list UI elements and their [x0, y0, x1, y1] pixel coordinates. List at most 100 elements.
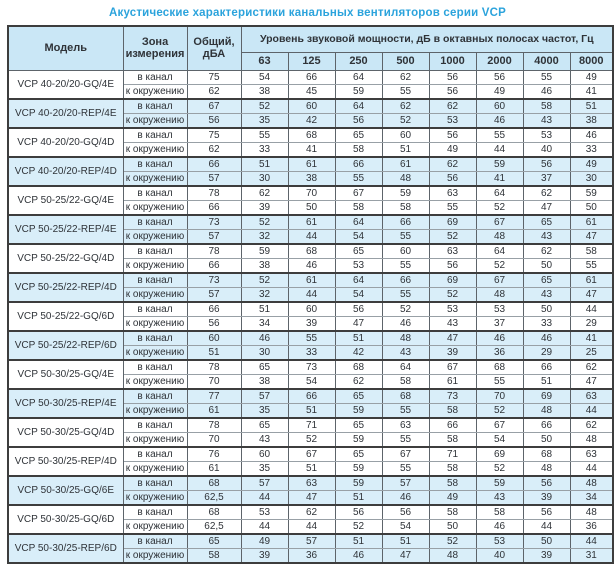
spl-value: 58 [381, 373, 430, 389]
model-name: VCP 50-25/22-REP/4E [7, 213, 124, 244]
spl-value: 55 [334, 170, 383, 186]
spl-value: 47 [522, 199, 571, 215]
spl-value: 64 [334, 271, 383, 288]
spl-value: 36 [569, 518, 614, 534]
spl-value: 63 [569, 445, 614, 462]
spl-value: 54 [475, 431, 524, 447]
spl-value: 48 [381, 329, 430, 346]
spl-value: 48 [569, 474, 614, 491]
spl-value: 35 [240, 460, 289, 476]
spl-value: 52 [475, 402, 524, 418]
spl-value: 47 [287, 489, 336, 505]
spl-value: 43 [428, 315, 477, 331]
total-dba-value: 70 [186, 431, 242, 447]
spl-value: 51 [522, 373, 571, 389]
spl-value: 52 [475, 257, 524, 273]
total-dba-value: 78 [186, 358, 242, 375]
spl-value: 46 [240, 329, 289, 346]
header-frequency-63: 63 [240, 51, 289, 71]
measurement-zone-label: к окружению [122, 547, 188, 563]
spl-value: 44 [240, 518, 289, 534]
table-row: к окружению 62,5 44 44 52 54 50 46 44 36 [8, 518, 614, 534]
spl-value: 25 [569, 344, 614, 360]
total-dba-value: 56 [186, 315, 242, 331]
spl-value: 33 [240, 141, 289, 157]
model-name: VCP 50-30/25-REP/4D [7, 445, 124, 476]
spl-value: 29 [522, 344, 571, 360]
table-body: VCP 40-20/20-GQ/4E в канал 75 54 66 64 62 56 56 5… [7, 69, 614, 563]
spl-value: 48 [522, 402, 571, 418]
spl-value: 55 [381, 257, 430, 273]
spl-value: 46 [334, 547, 383, 563]
spl-value: 61 [287, 271, 336, 288]
spl-value: 44 [569, 532, 614, 549]
spl-value: 64 [475, 184, 524, 201]
total-dba-value: 62 [186, 83, 242, 99]
spl-value: 51 [381, 532, 430, 549]
spl-value: 63 [287, 474, 336, 491]
spl-value: 59 [569, 184, 614, 201]
spl-value: 29 [569, 315, 614, 331]
total-dba-value: 57 [186, 286, 242, 302]
acoustic-characteristics-table: Модель Зона измерения Общий, дБА Уровень… [7, 25, 615, 564]
spl-value: 45 [287, 83, 336, 99]
spl-value: 46 [287, 257, 336, 273]
spl-value: 54 [334, 286, 383, 302]
spl-value: 54 [240, 69, 289, 85]
measurement-zone-label: в канал [122, 69, 188, 85]
measurement-zone-label: в канал [122, 474, 188, 491]
spl-value: 63 [569, 387, 614, 404]
spl-value: 66 [287, 69, 336, 85]
spl-value: 59 [475, 474, 524, 491]
spl-value: 38 [240, 373, 289, 389]
spl-value: 53 [522, 126, 571, 143]
total-dba-value: 68 [186, 503, 242, 520]
spl-value: 55 [240, 126, 289, 143]
spl-value: 52 [334, 518, 383, 534]
spl-value: 49 [475, 83, 524, 99]
table-row: VCP 50-30/25-GQ/4E в канал 78 65 73 68 64 67 68 6… [7, 358, 614, 389]
spl-value: 42 [287, 112, 336, 128]
model-name: VCP 50-30/25-REP/4E [7, 387, 124, 418]
spl-value: 56 [522, 503, 571, 520]
spl-value: 34 [240, 315, 289, 331]
measurement-zone-label: к окружению [122, 489, 188, 505]
spl-value: 49 [569, 155, 614, 172]
spl-value: 62 [522, 184, 571, 201]
measurement-zone-label: в канал [122, 503, 188, 520]
spl-value: 58 [475, 503, 524, 520]
table-row: VCP 40-20/20-GQ/4E в канал 75 54 66 64 62 56 56 5… [7, 69, 614, 99]
total-dba-value: 78 [186, 184, 242, 201]
spl-value: 52 [381, 112, 430, 128]
spl-value: 56 [381, 503, 430, 520]
spl-value: 69 [475, 445, 524, 462]
spl-value: 62 [428, 97, 477, 114]
header-frequency-2000: 2000 [475, 51, 524, 71]
spl-value: 68 [287, 242, 336, 259]
spl-value: 66 [381, 271, 430, 288]
spl-value: 62 [428, 155, 477, 172]
spl-value: 46 [522, 329, 571, 346]
spl-value: 46 [381, 489, 430, 505]
spl-value: 60 [475, 97, 524, 114]
spl-value: 56 [522, 155, 571, 172]
spl-value: 52 [475, 460, 524, 476]
table-header: Модель Зона измерения Общий, дБА Уровень… [7, 25, 614, 71]
spl-value: 48 [381, 170, 430, 186]
spl-value: 58 [428, 402, 477, 418]
spl-value: 62 [240, 184, 289, 201]
spl-value: 55 [475, 126, 524, 143]
spl-value: 66 [522, 416, 571, 433]
spl-value: 48 [475, 228, 524, 244]
model-name: VCP 50-25/22-REP/6D [7, 329, 124, 360]
table-row: VCP 50-30/25-REP/4E в канал 77 57 66 65 68 73 70… [7, 387, 614, 418]
spl-value: 39 [428, 344, 477, 360]
spl-value: 67 [287, 445, 336, 462]
spl-value: 63 [428, 184, 477, 201]
spl-value: 52 [240, 213, 289, 230]
total-dba-value: 56 [186, 112, 242, 128]
spl-value: 65 [334, 242, 383, 259]
spl-value: 38 [287, 170, 336, 186]
table-row: VCP 50-30/25-GQ/4D в канал 78 65 71 65 63 66 67 6… [7, 416, 614, 447]
spl-value: 56 [522, 474, 571, 491]
